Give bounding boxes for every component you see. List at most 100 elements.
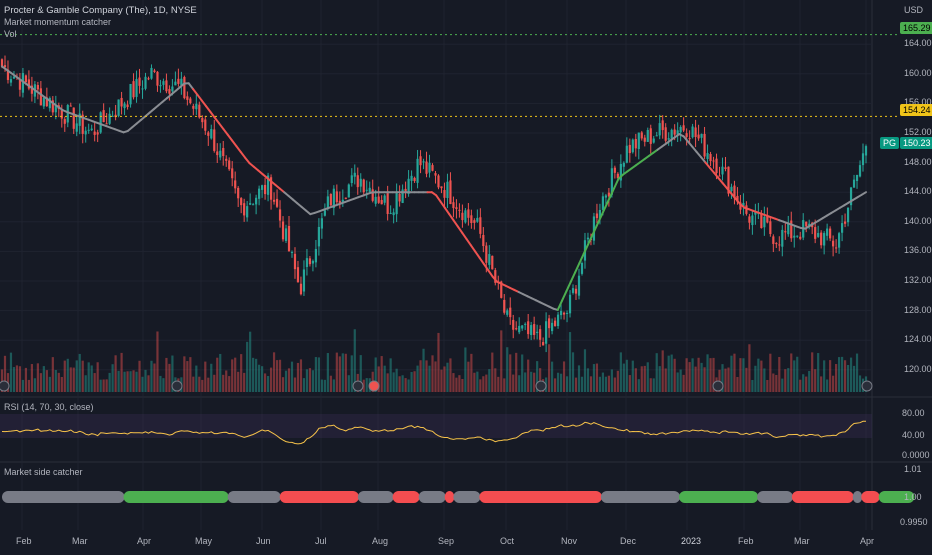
candle-body — [644, 138, 646, 142]
candle-body — [189, 99, 191, 103]
candle-body — [237, 188, 239, 198]
volume-bar — [811, 352, 813, 392]
earnings-event-marker[interactable] — [353, 381, 363, 391]
volume-bar — [638, 379, 640, 392]
volume-bar — [596, 364, 598, 392]
earnings-event-marker[interactable] — [0, 381, 9, 391]
volume-bar — [306, 369, 308, 392]
volume-bar — [129, 371, 131, 392]
volume-bar — [500, 330, 502, 392]
candle-body — [330, 194, 332, 205]
volume-bar — [123, 372, 125, 392]
volume-bar — [727, 368, 729, 392]
volume-bar — [210, 364, 212, 392]
volume-bar — [772, 373, 774, 392]
candle-body — [626, 146, 628, 163]
volume-bar — [548, 344, 550, 392]
candle-body — [712, 161, 714, 162]
volume-bar — [186, 361, 188, 392]
candle-body — [195, 104, 197, 109]
candle-body — [689, 138, 691, 139]
volume-bar — [605, 377, 607, 392]
symbol-tag: PG — [880, 137, 899, 149]
candle-body — [635, 139, 637, 148]
volume-bar — [279, 360, 281, 392]
volume-bar — [578, 365, 580, 392]
side-segment-red — [445, 491, 455, 503]
volume-bar — [219, 354, 221, 392]
price-tick-label: 152.00 — [904, 127, 932, 137]
earnings-event-marker[interactable] — [172, 381, 182, 391]
candle-body — [724, 167, 726, 169]
earnings-event-marker[interactable] — [536, 381, 546, 391]
event-marker-circle — [172, 381, 182, 391]
candle-body — [410, 176, 412, 181]
volume-bar — [103, 379, 105, 392]
earnings-event-marker[interactable] — [369, 381, 379, 391]
volume-bar — [330, 376, 332, 392]
volume-bar — [650, 378, 652, 392]
candle-body — [198, 105, 200, 118]
candle-body — [680, 127, 682, 132]
event-marker-circle — [536, 381, 546, 391]
volume-bar — [261, 366, 263, 392]
candle-body — [560, 311, 562, 315]
volume-bar — [757, 359, 759, 392]
volume-bar — [270, 368, 272, 392]
earnings-event-marker[interactable] — [862, 381, 872, 391]
candle-body — [485, 246, 487, 263]
candle-body — [503, 300, 505, 313]
candle-body — [569, 295, 571, 314]
candle-body — [674, 130, 676, 135]
volume-bar — [614, 378, 616, 392]
volume-bar — [653, 378, 655, 392]
volume-bar — [509, 354, 511, 392]
candle-body — [282, 221, 284, 239]
candle-body — [464, 210, 466, 222]
candle-body — [216, 151, 218, 155]
volume-bar — [162, 378, 164, 392]
side-tick-101: 1.01 — [904, 464, 922, 474]
volume-bar — [563, 361, 565, 392]
volume-bar — [37, 363, 39, 392]
high-price-tag: 165.29 — [900, 22, 932, 34]
volume-bar — [686, 358, 688, 392]
volume-bar — [473, 373, 475, 392]
candle-body — [204, 120, 206, 131]
candle-body — [106, 123, 108, 124]
candle-body — [428, 163, 430, 173]
volume-bar — [249, 332, 251, 392]
volume-bar — [159, 376, 161, 392]
side-segment-gray — [601, 491, 680, 503]
volume-bar — [294, 377, 296, 392]
rsi-tick-40: 40.00 — [902, 430, 925, 440]
volume-bar — [733, 354, 735, 392]
candle-body — [297, 267, 299, 282]
volume-bar — [73, 368, 75, 392]
candle-body — [120, 98, 122, 107]
candle-body — [805, 222, 807, 227]
candle-body — [40, 88, 42, 105]
volume-bar — [647, 362, 649, 392]
candle-body — [778, 244, 780, 245]
volume-bar — [680, 370, 682, 392]
price-tick-label: 160.00 — [904, 68, 932, 78]
candle-body — [285, 228, 287, 241]
volume-bar — [763, 368, 765, 392]
volume-bar — [82, 361, 84, 392]
volume-bar — [644, 366, 646, 392]
candle-body — [13, 77, 15, 79]
candle-body — [97, 132, 99, 134]
candle-body — [542, 342, 544, 345]
volume-bar — [117, 371, 119, 392]
volume-bar — [410, 372, 412, 392]
candle-body — [64, 119, 66, 124]
volume-bar — [497, 377, 499, 392]
candle-body — [721, 167, 723, 175]
earnings-event-marker[interactable] — [713, 381, 723, 391]
volume-bar — [225, 370, 227, 392]
candle-body — [653, 139, 655, 143]
volume-bar — [452, 373, 454, 392]
candle-body — [150, 68, 152, 79]
volume-bar — [491, 353, 493, 392]
